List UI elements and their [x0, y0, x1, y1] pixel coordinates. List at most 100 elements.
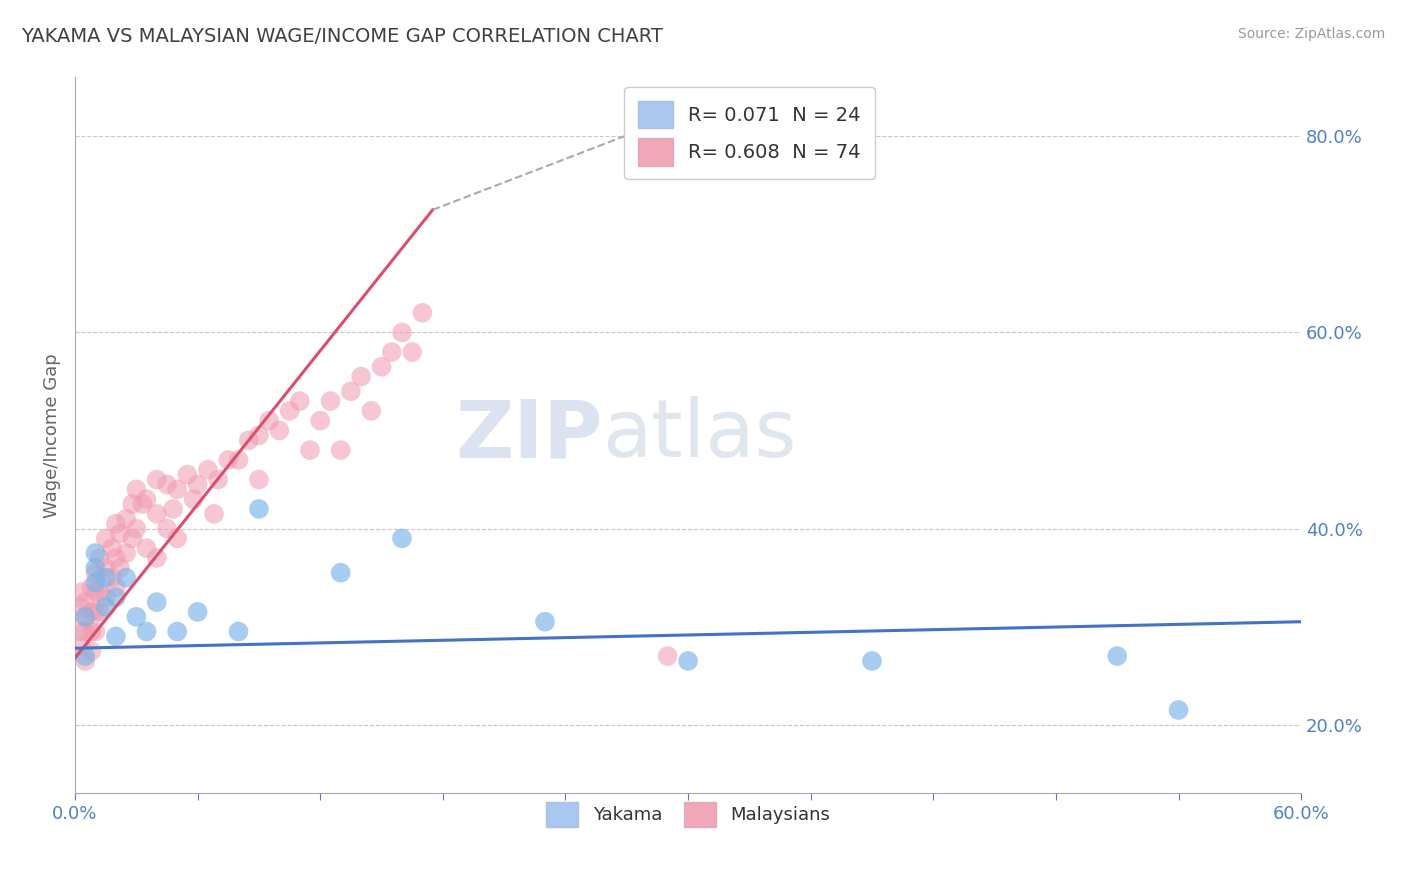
Point	[166, 532, 188, 546]
Point	[288, 394, 311, 409]
Point	[247, 502, 270, 516]
Point	[350, 369, 373, 384]
Point	[108, 561, 131, 575]
Point	[121, 497, 143, 511]
Point	[94, 561, 117, 575]
Point	[183, 492, 205, 507]
Point	[197, 463, 219, 477]
Point	[115, 546, 138, 560]
Point	[75, 648, 97, 663]
Point	[70, 624, 93, 639]
Point	[104, 591, 127, 605]
Point	[84, 561, 107, 575]
Point	[84, 546, 107, 560]
Point	[89, 585, 111, 599]
Point	[207, 473, 229, 487]
Text: atlas: atlas	[602, 396, 797, 475]
Point	[75, 610, 97, 624]
Point	[340, 384, 363, 399]
Point	[278, 404, 301, 418]
Point	[247, 428, 270, 442]
Point	[80, 605, 103, 619]
Point	[360, 404, 382, 418]
Point	[115, 512, 138, 526]
Point	[135, 541, 157, 556]
Point	[101, 571, 124, 585]
Point	[202, 507, 225, 521]
Point	[80, 624, 103, 639]
Point	[94, 532, 117, 546]
Point	[70, 585, 93, 599]
Point	[80, 644, 103, 658]
Point	[84, 624, 107, 639]
Point	[84, 605, 107, 619]
Point	[70, 600, 93, 615]
Point	[370, 359, 392, 374]
Point	[75, 610, 97, 624]
Point	[391, 326, 413, 340]
Point	[89, 605, 111, 619]
Point	[104, 516, 127, 531]
Point	[145, 473, 167, 487]
Point	[1107, 648, 1129, 663]
Point	[70, 639, 93, 653]
Point	[534, 615, 557, 629]
Point	[217, 453, 239, 467]
Point	[401, 345, 423, 359]
Point	[145, 507, 167, 521]
Point	[269, 424, 291, 438]
Point	[156, 522, 179, 536]
Point	[166, 483, 188, 497]
Point	[860, 654, 883, 668]
Point	[131, 497, 153, 511]
Point	[101, 541, 124, 556]
Point	[156, 477, 179, 491]
Point	[381, 345, 404, 359]
Point	[104, 551, 127, 566]
Point	[84, 585, 107, 599]
Point	[411, 306, 433, 320]
Point	[89, 551, 111, 566]
Point	[104, 581, 127, 595]
Point	[1167, 703, 1189, 717]
Point	[121, 532, 143, 546]
Point	[125, 483, 148, 497]
Point	[657, 648, 679, 663]
Point	[228, 624, 250, 639]
Point	[187, 477, 209, 491]
Point	[329, 566, 352, 580]
Point	[75, 654, 97, 668]
Point	[176, 467, 198, 482]
Point	[145, 551, 167, 566]
Point	[75, 624, 97, 639]
Text: ZIP: ZIP	[456, 396, 602, 475]
Point	[125, 610, 148, 624]
Point	[94, 600, 117, 615]
Point	[135, 492, 157, 507]
Y-axis label: Wage/Income Gap: Wage/Income Gap	[44, 353, 60, 517]
Point	[247, 473, 270, 487]
Point	[187, 605, 209, 619]
Point	[94, 571, 117, 585]
Point	[84, 566, 107, 580]
Point	[319, 394, 342, 409]
Point	[135, 624, 157, 639]
Point	[257, 414, 280, 428]
Point	[676, 654, 699, 668]
Point	[104, 629, 127, 643]
Point	[75, 595, 97, 609]
Point	[228, 453, 250, 467]
Text: YAKAMA VS MALAYSIAN WAGE/INCOME GAP CORRELATION CHART: YAKAMA VS MALAYSIAN WAGE/INCOME GAP CORR…	[21, 27, 664, 45]
Point	[238, 434, 260, 448]
Text: Source: ZipAtlas.com: Source: ZipAtlas.com	[1237, 27, 1385, 41]
Point	[84, 575, 107, 590]
Point	[115, 571, 138, 585]
Point	[94, 591, 117, 605]
Point	[309, 414, 332, 428]
Point	[329, 443, 352, 458]
Legend: Yakama, Malaysians: Yakama, Malaysians	[538, 795, 838, 834]
Point	[80, 581, 103, 595]
Point	[391, 532, 413, 546]
Point	[145, 595, 167, 609]
Point	[298, 443, 321, 458]
